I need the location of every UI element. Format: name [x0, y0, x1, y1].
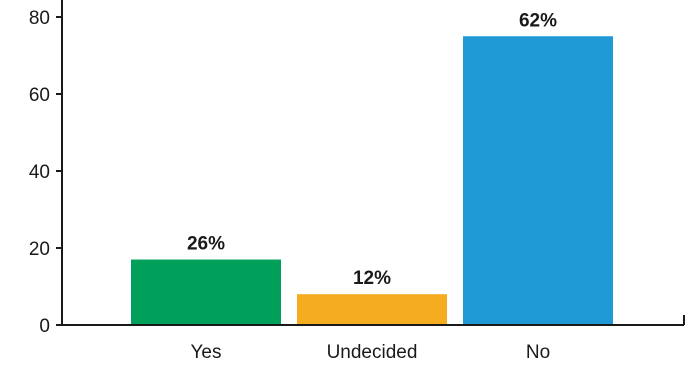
bar-yes [131, 259, 281, 325]
y-axis: 0 20 40 60 80 [29, 0, 63, 337]
x-tick-label: Yes [191, 342, 222, 363]
bar-no [463, 36, 613, 325]
y-tick-label: 40 [29, 162, 50, 183]
x-tick-label: Undecided [327, 342, 418, 363]
bars: 26% 12% 62% [131, 10, 613, 325]
y-tick-label: 0 [39, 316, 50, 337]
data-label: 62% [519, 10, 557, 31]
data-label: 26% [187, 234, 225, 255]
x-tick-label: No [526, 342, 550, 363]
bar-undecided [297, 294, 447, 325]
x-axis: Yes Undecided No [62, 315, 685, 363]
y-tick-label: 20 [29, 239, 50, 260]
y-tick-label: 60 [29, 85, 50, 106]
data-label: 12% [353, 268, 391, 289]
y-tick-label: 80 [29, 8, 50, 29]
